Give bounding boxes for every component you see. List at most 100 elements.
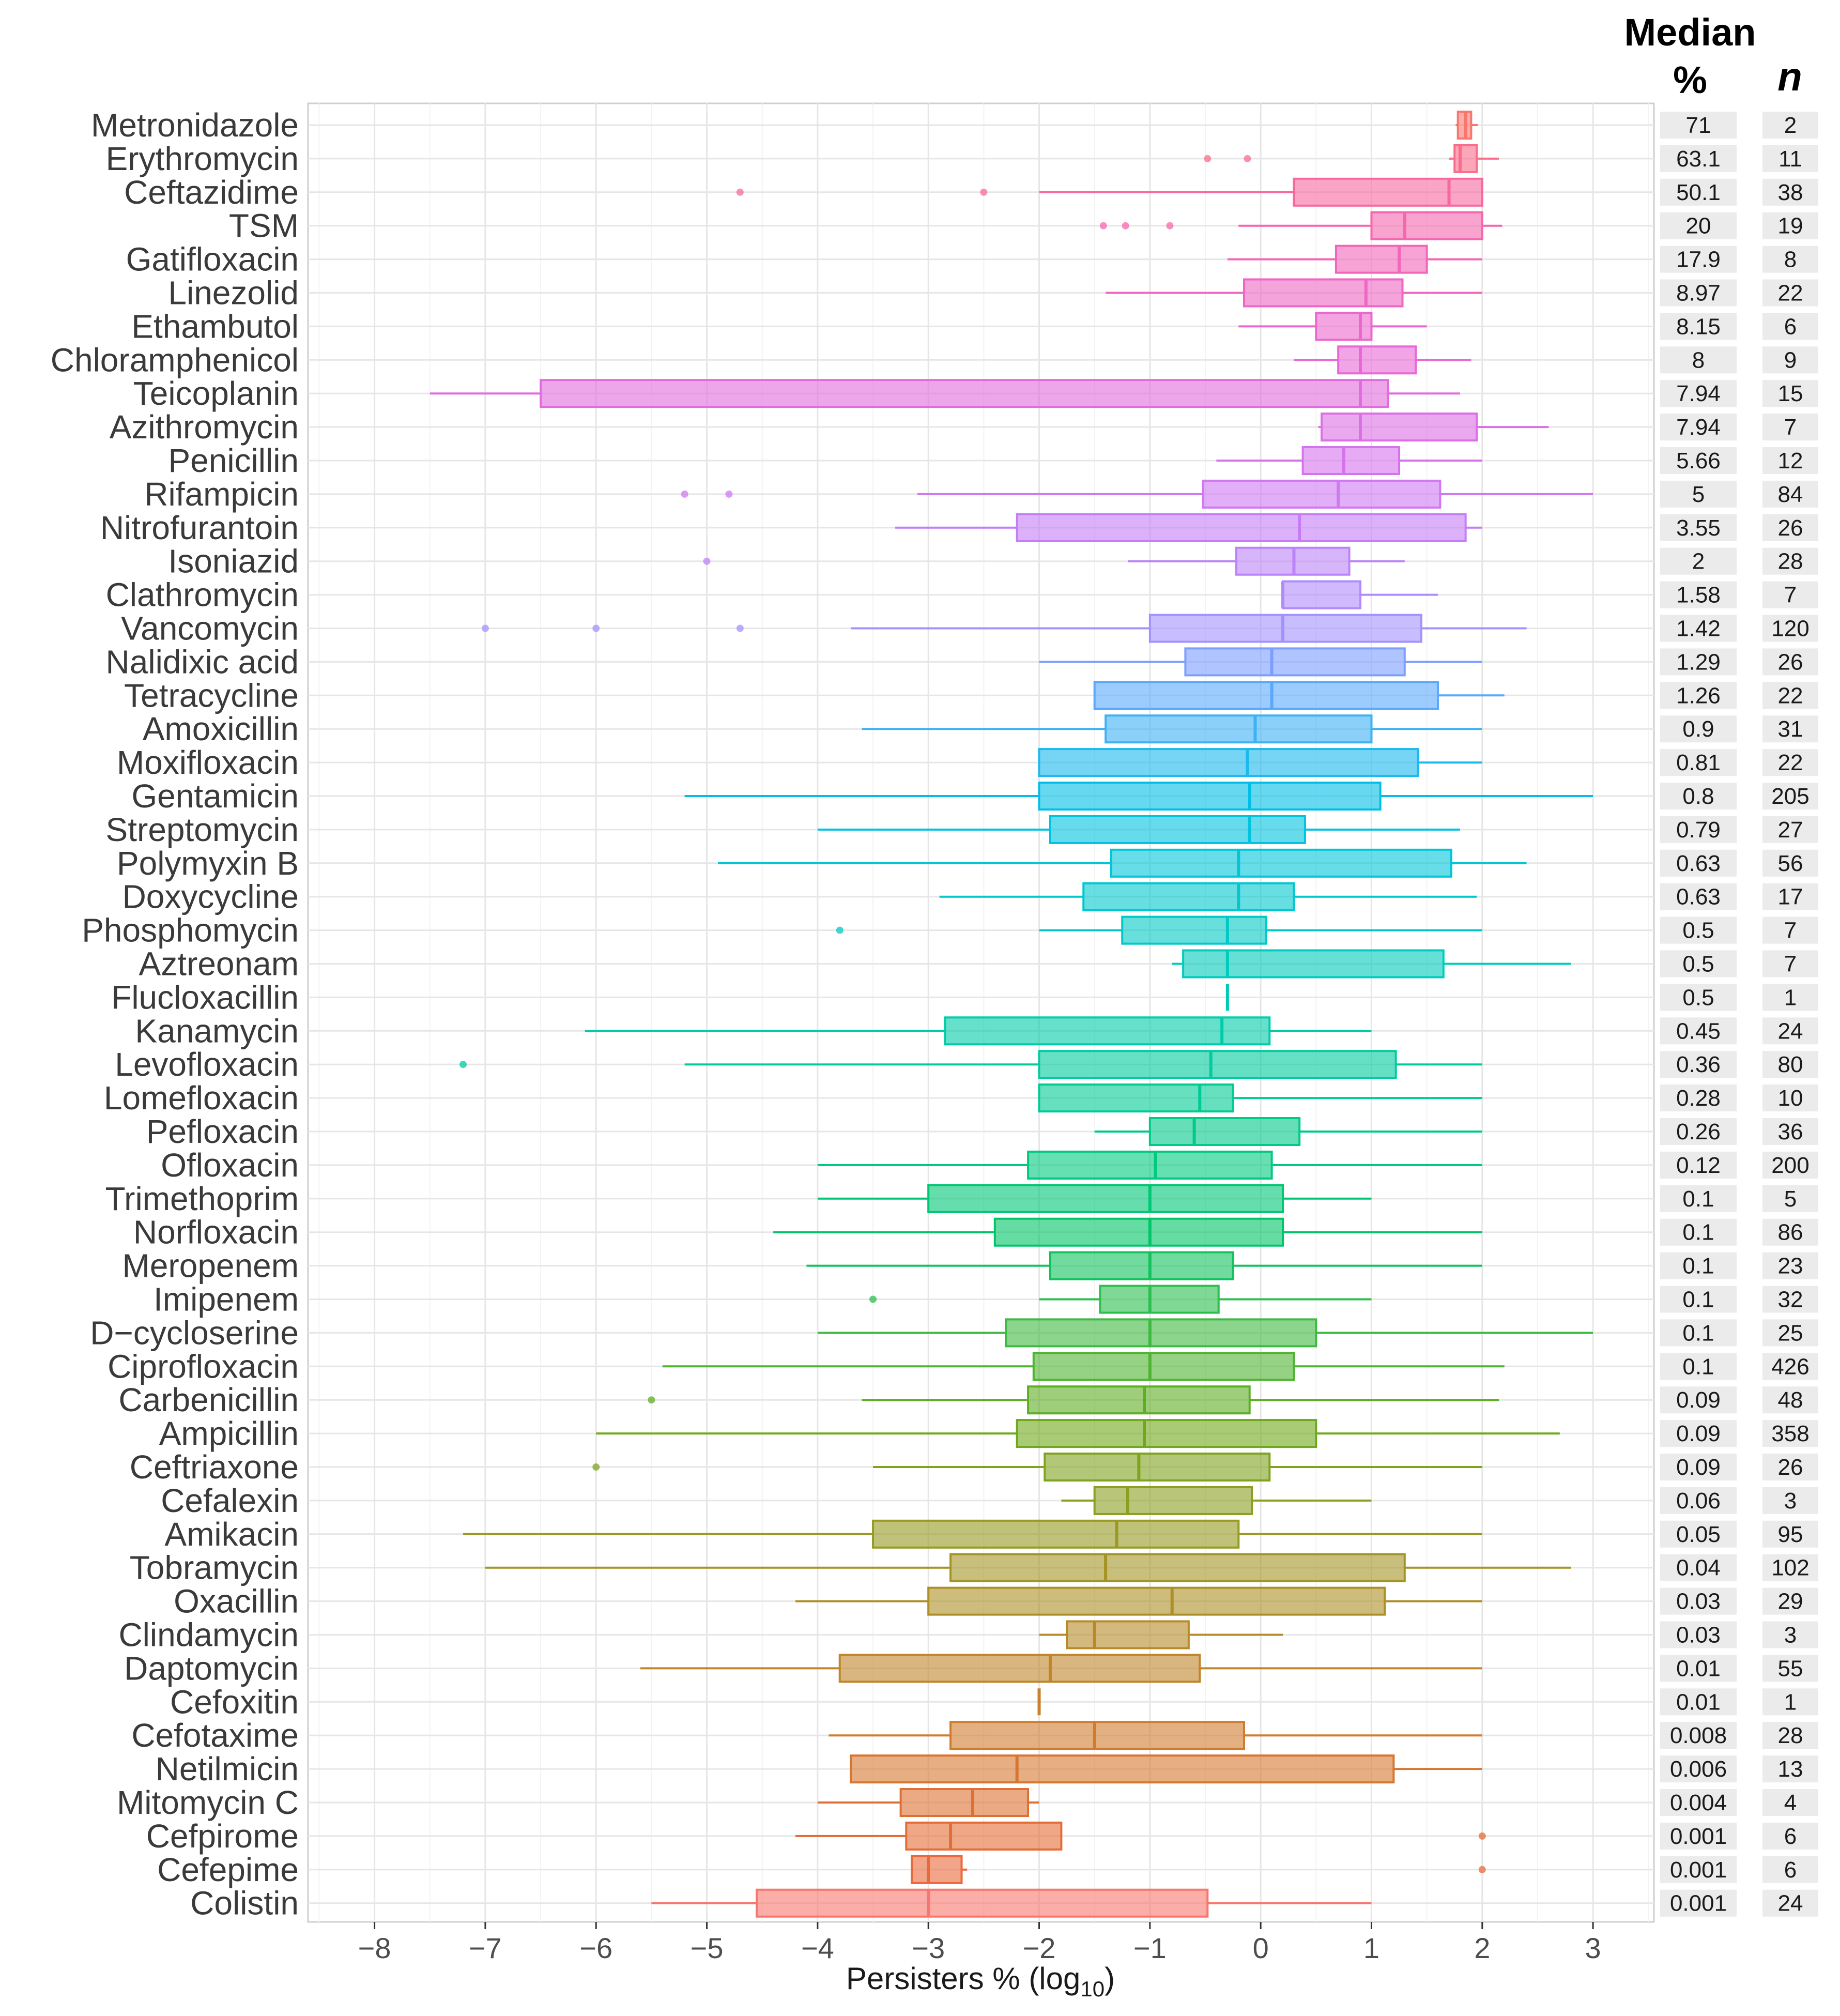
drug-label: Cefepime (157, 1851, 299, 1888)
n-value: 56 (1778, 851, 1803, 876)
n-cell (1762, 615, 1818, 642)
n-value: 32 (1778, 1287, 1803, 1312)
drug-label: Ampicillin (159, 1415, 299, 1452)
n-value: 22 (1778, 683, 1803, 708)
median-value: 0.09 (1676, 1387, 1721, 1413)
median-value: 0.1 (1682, 1320, 1714, 1346)
drug-label: Penicillin (168, 442, 299, 479)
box (1049, 815, 1306, 844)
n-cell (1762, 1286, 1818, 1313)
n-cell (1762, 849, 1818, 877)
n-value: 205 (1771, 784, 1809, 809)
median-value: 0.5 (1682, 985, 1714, 1010)
n-cell (1762, 984, 1818, 1011)
median-value: 1.42 (1676, 616, 1721, 642)
median-value: 0.8 (1682, 784, 1714, 809)
x-tick-label: −1 (1133, 1932, 1167, 1964)
median-value: 0.09 (1676, 1421, 1721, 1446)
box (1282, 580, 1362, 609)
median-value: 0.04 (1676, 1555, 1721, 1581)
n-value: 2 (1784, 113, 1797, 138)
median-value: 0.1 (1682, 1287, 1714, 1312)
n-value: 28 (1778, 549, 1803, 574)
n-value: 25 (1778, 1320, 1803, 1346)
box (1027, 1385, 1251, 1415)
median-value: 1.29 (1676, 649, 1721, 675)
median-cell (1660, 1655, 1737, 1682)
median-cell (1660, 615, 1737, 642)
n-cell (1762, 212, 1818, 239)
median-cell (1660, 883, 1737, 910)
n-header: n (1777, 54, 1802, 99)
drug-label: Teicoplanin (133, 375, 299, 412)
n-value: 24 (1778, 1891, 1803, 1916)
box (1027, 1150, 1273, 1180)
n-cell (1762, 279, 1818, 307)
n-cell (1762, 178, 1818, 206)
outlier-point (1478, 1832, 1486, 1840)
box (1335, 245, 1428, 274)
drug-label: Trimethoprim (105, 1180, 299, 1217)
n-cell (1762, 1554, 1818, 1581)
n-value: 22 (1778, 750, 1803, 775)
box (1105, 714, 1373, 744)
median-value: 0.5 (1682, 918, 1714, 943)
n-value: 26 (1778, 1455, 1803, 1480)
median-value: 1.58 (1676, 583, 1721, 608)
n-value: 6 (1784, 1824, 1797, 1849)
outlier-point (1204, 155, 1212, 162)
drug-label: Ofloxacin (161, 1147, 299, 1184)
x-tick-label: −5 (691, 1932, 724, 1964)
n-value: 26 (1778, 649, 1803, 675)
median-value: 0.28 (1676, 1086, 1721, 1111)
box (949, 1721, 1246, 1750)
median-cell (1660, 145, 1737, 172)
n-value: 13 (1778, 1757, 1803, 1782)
median-value: 50.1 (1676, 180, 1721, 205)
n-cell (1762, 1487, 1818, 1514)
n-cell (1762, 346, 1818, 374)
drug-label: Chloramphenicol (51, 341, 299, 378)
n-cell (1762, 648, 1818, 676)
drug-label: Vancomycin (121, 610, 299, 647)
median-value: 3.55 (1676, 515, 1721, 541)
box (899, 1788, 1030, 1817)
n-value: 7 (1784, 415, 1797, 440)
box (1121, 915, 1267, 945)
median-value: 0.01 (1676, 1656, 1721, 1681)
drug-label: Aztreonam (139, 945, 299, 983)
n-value: 80 (1778, 1052, 1803, 1077)
median-cell (1660, 1051, 1737, 1078)
drug-label: Tobramycin (130, 1549, 299, 1586)
n-cell (1762, 682, 1818, 709)
drug-label: Gentamicin (131, 777, 299, 815)
n-value: 38 (1778, 180, 1803, 205)
n-value: 31 (1778, 716, 1803, 742)
outlier-point (592, 624, 600, 632)
median-cell (1660, 447, 1737, 474)
n-value: 27 (1778, 817, 1803, 843)
median-header-top: Median (1624, 11, 1756, 54)
box (1038, 782, 1382, 811)
drug-label: Rifampicin (144, 476, 299, 513)
n-value: 15 (1778, 381, 1803, 406)
median-cell (1660, 1688, 1737, 1716)
n-value: 84 (1778, 482, 1803, 507)
x-axis-title-subscript: 10 (1080, 1977, 1105, 2001)
outlier-point (1122, 222, 1129, 230)
x-axis-title-main: Persisters % (log (846, 1961, 1080, 1996)
drug-label: Carbenicillin (118, 1381, 299, 1418)
x-tick-label: −4 (801, 1932, 834, 1964)
outlier-point (703, 557, 711, 565)
drug-label: Netilmicin (156, 1750, 299, 1788)
box (756, 1888, 1209, 1918)
n-cell (1762, 1386, 1818, 1414)
n-value: 5 (1784, 1186, 1797, 1212)
n-cell (1762, 447, 1818, 474)
n-cell (1762, 1085, 1818, 1112)
box-layer (430, 111, 1593, 1918)
drug-label: Metronidazole (91, 106, 299, 144)
drug-label: Mitomycin C (117, 1784, 299, 1821)
drug-label: Erythromycin (106, 140, 299, 177)
n-cell (1762, 715, 1818, 743)
